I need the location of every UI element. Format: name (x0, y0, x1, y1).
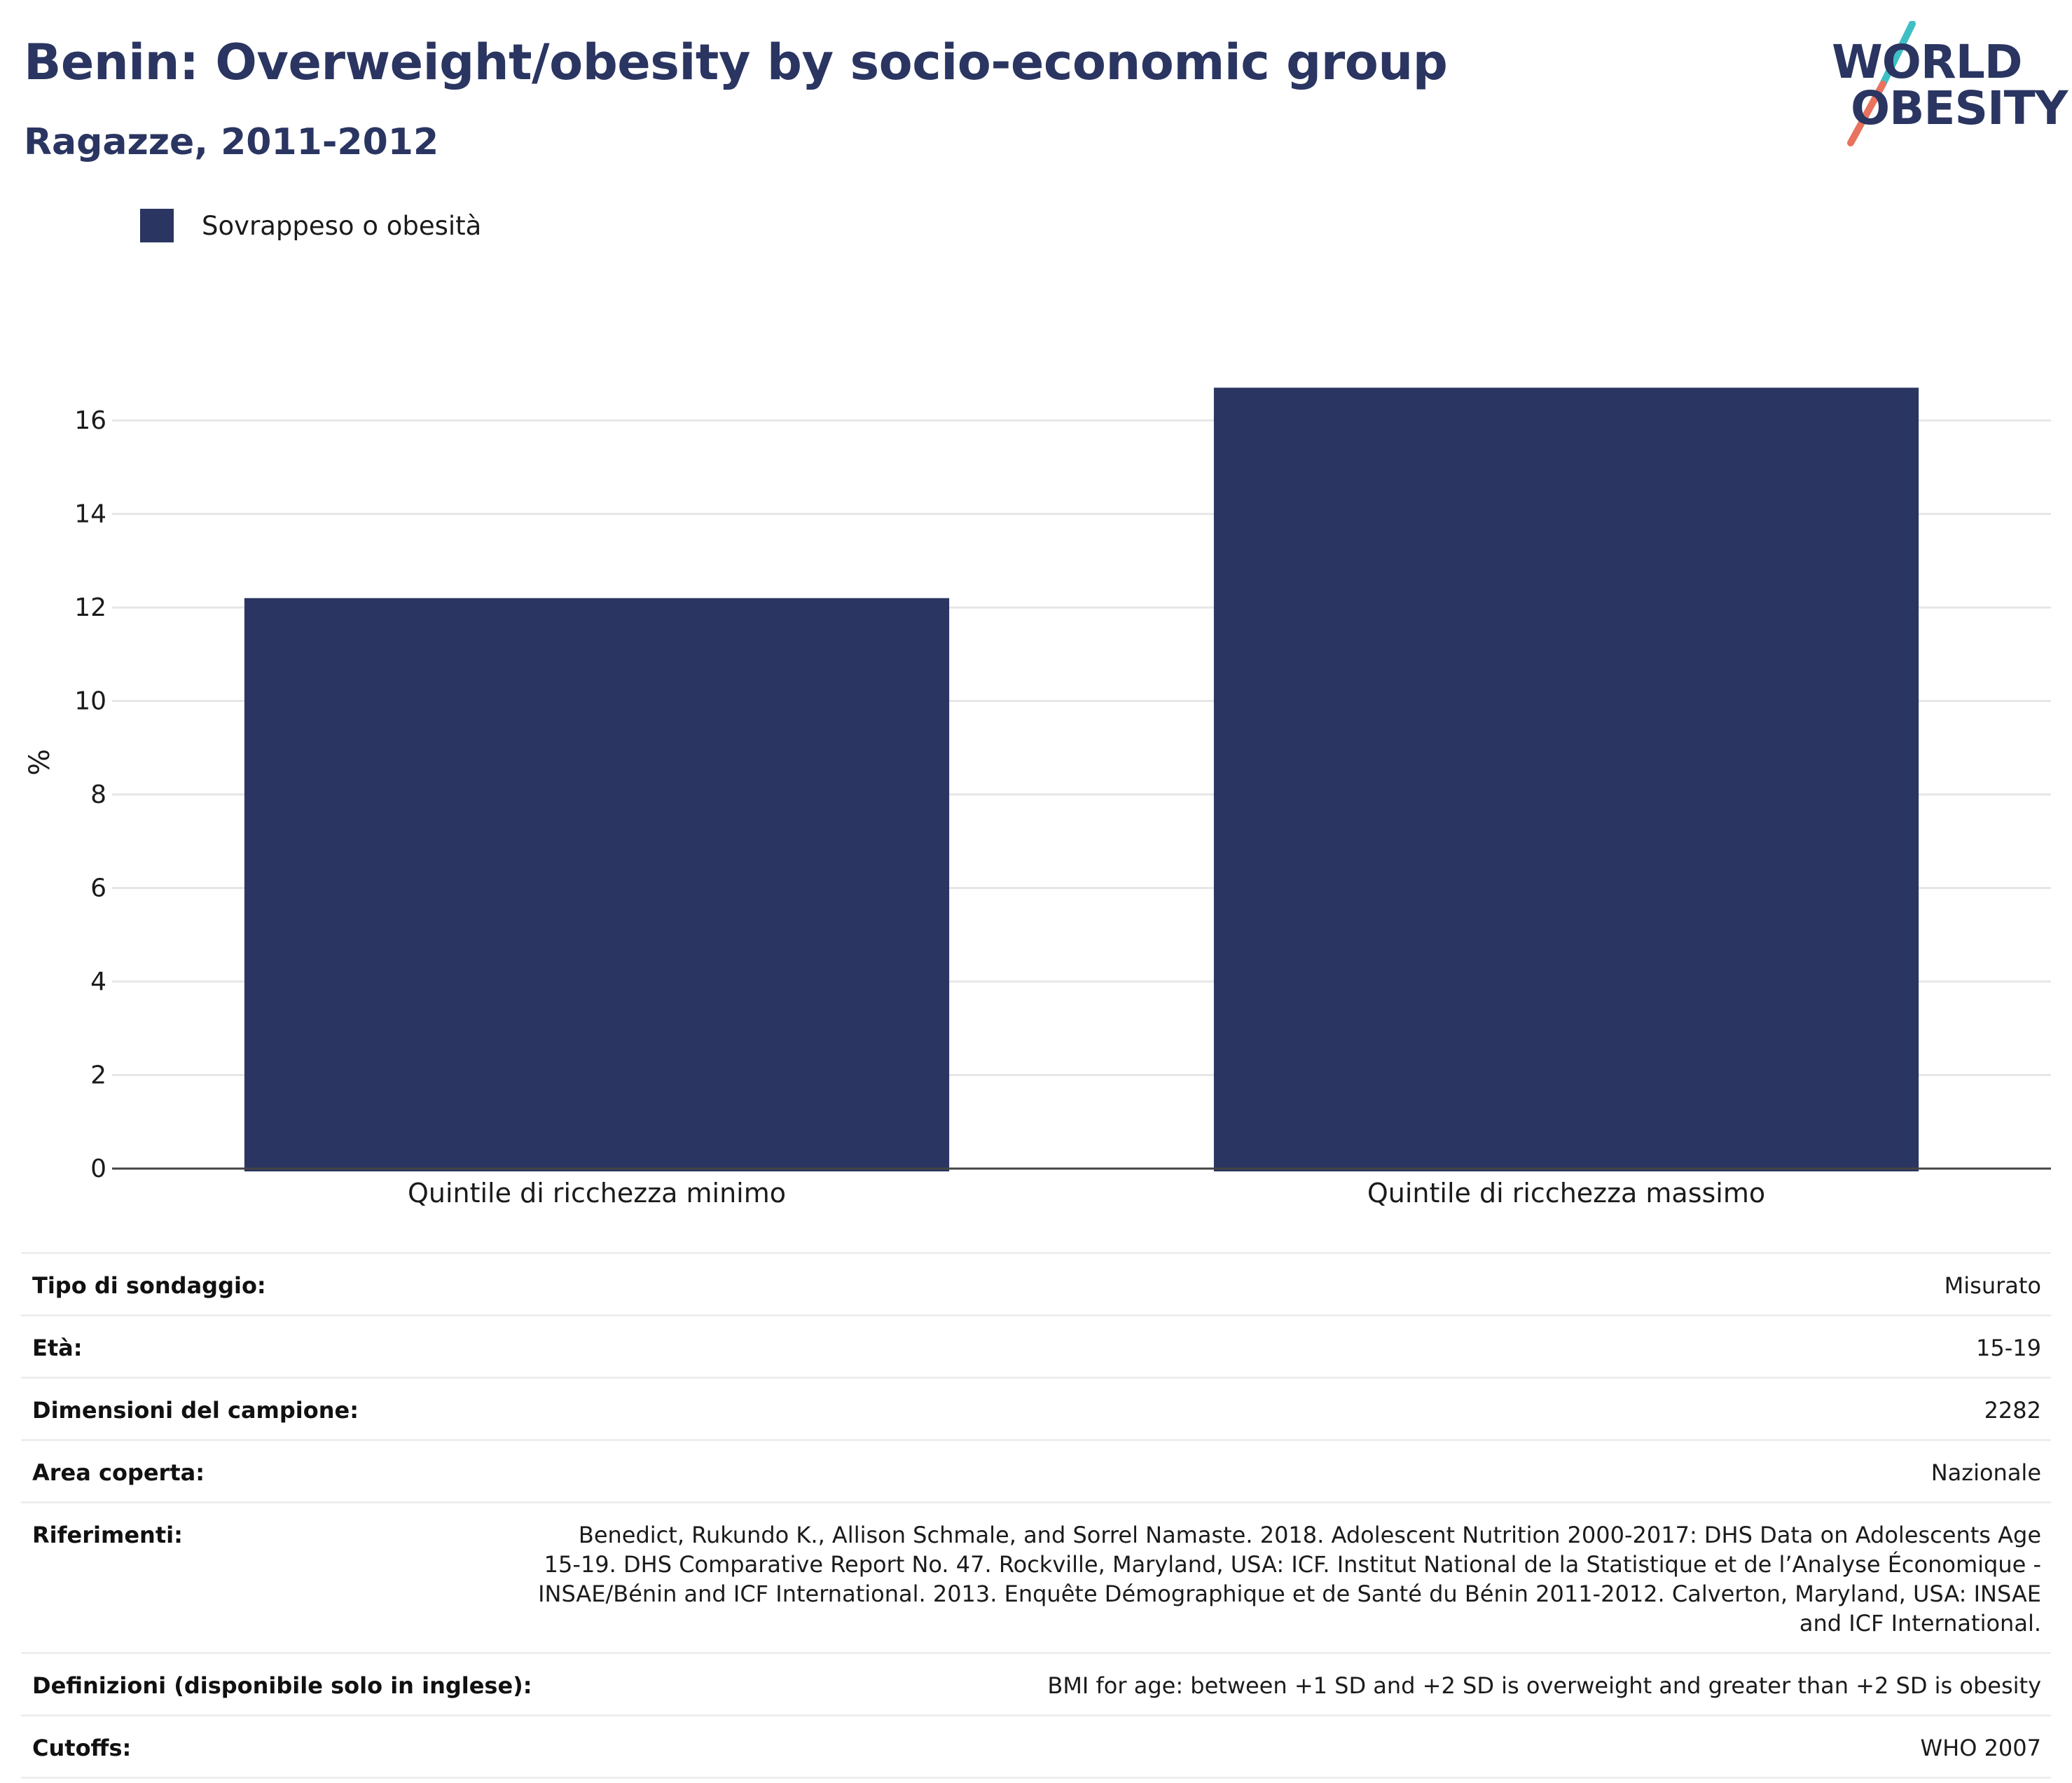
info-row-sample-size: Dimensioni del campione: 2282 (21, 1379, 2051, 1441)
info-row-cutoffs: Cutoffs: WHO 2007 (21, 1716, 2051, 1779)
y-tick-label: 8 (90, 780, 106, 809)
info-label: Dimensioni del campione: (32, 1397, 359, 1424)
chart-subtitle: Ragazze, 2011-2012 (24, 121, 439, 163)
bar (244, 598, 950, 1171)
y-tick-label: 12 (74, 593, 106, 622)
y-tick-label: 6 (90, 874, 106, 903)
legend-label: Sovrappeso o obesità (202, 210, 482, 241)
logo-slash-icon (1847, 21, 1916, 146)
info-value: Misurato (1944, 1272, 2041, 1299)
info-label: Tipo di sondaggio: (32, 1272, 266, 1299)
x-category-label: Quintile di ricchezza minimo (408, 1178, 786, 1209)
x-category-labels: Quintile di ricchezza minimo Quintile di … (408, 1178, 1765, 1209)
y-tick-label: 2 (90, 1061, 106, 1090)
info-label: Riferimenti: (32, 1522, 183, 1548)
info-value: 2282 (1984, 1397, 2041, 1424)
info-row-definitions: Definizioni (disponibile solo in inglese… (21, 1654, 2051, 1716)
world-obesity-logo: WORLD OBESITY (1828, 21, 2068, 147)
info-value: Benedict, Rukundo K., Allison Schmale, a… (538, 1522, 2041, 1637)
info-label: Età: (32, 1335, 83, 1361)
legend: Sovrappeso o obesità (140, 208, 481, 243)
info-label: Area coperta: (32, 1459, 205, 1486)
bar (1213, 387, 1919, 1171)
y-tick-labels: 0 2 4 6 8 10 12 14 16 (74, 406, 106, 1183)
info-value: BMI for age: between +1 SD and +2 SD is … (1047, 1672, 2041, 1699)
y-tick-label: 10 (74, 687, 106, 716)
info-value: WHO 2007 (1920, 1735, 2042, 1761)
chart-title: Benin: Overweight/obesity by socio-econo… (24, 34, 1448, 91)
x-category-label: Quintile di ricchezza massimo (1367, 1178, 1765, 1209)
bar-chart: 0 2 4 6 8 10 12 14 16 Quintile di ricchezza mini… (24, 387, 2051, 1209)
info-row-references: Riferimenti: Benedict, Rukundo K., Allis… (21, 1503, 2051, 1654)
info-row-survey-type: Tipo di sondaggio: Misurato (21, 1254, 2051, 1316)
y-tick-label: 16 (74, 406, 106, 435)
y-tick-label: 4 (90, 968, 106, 996)
y-tick-label: 14 (74, 500, 106, 529)
info-value: 15-19 (1976, 1335, 2041, 1361)
info-row-age: Età: 15-19 (21, 1316, 2051, 1379)
y-tick-label: 0 (90, 1155, 106, 1183)
y-axis-title: % (24, 749, 56, 776)
logo-text-world: WORLD (1832, 35, 2023, 89)
info-value: Nazionale (1931, 1459, 2041, 1486)
info-row-area: Area coperta: Nazionale (21, 1441, 2051, 1503)
info-table: Tipo di sondaggio: Misurato Età: 15-19 D… (21, 1252, 2051, 1779)
info-label: Cutoffs: (32, 1735, 132, 1761)
logo-text-obesity: OBESITY (1851, 81, 2068, 135)
bars (244, 387, 1919, 1171)
legend-swatch (140, 209, 174, 242)
info-label: Definizioni (disponibile solo in inglese… (32, 1672, 532, 1699)
